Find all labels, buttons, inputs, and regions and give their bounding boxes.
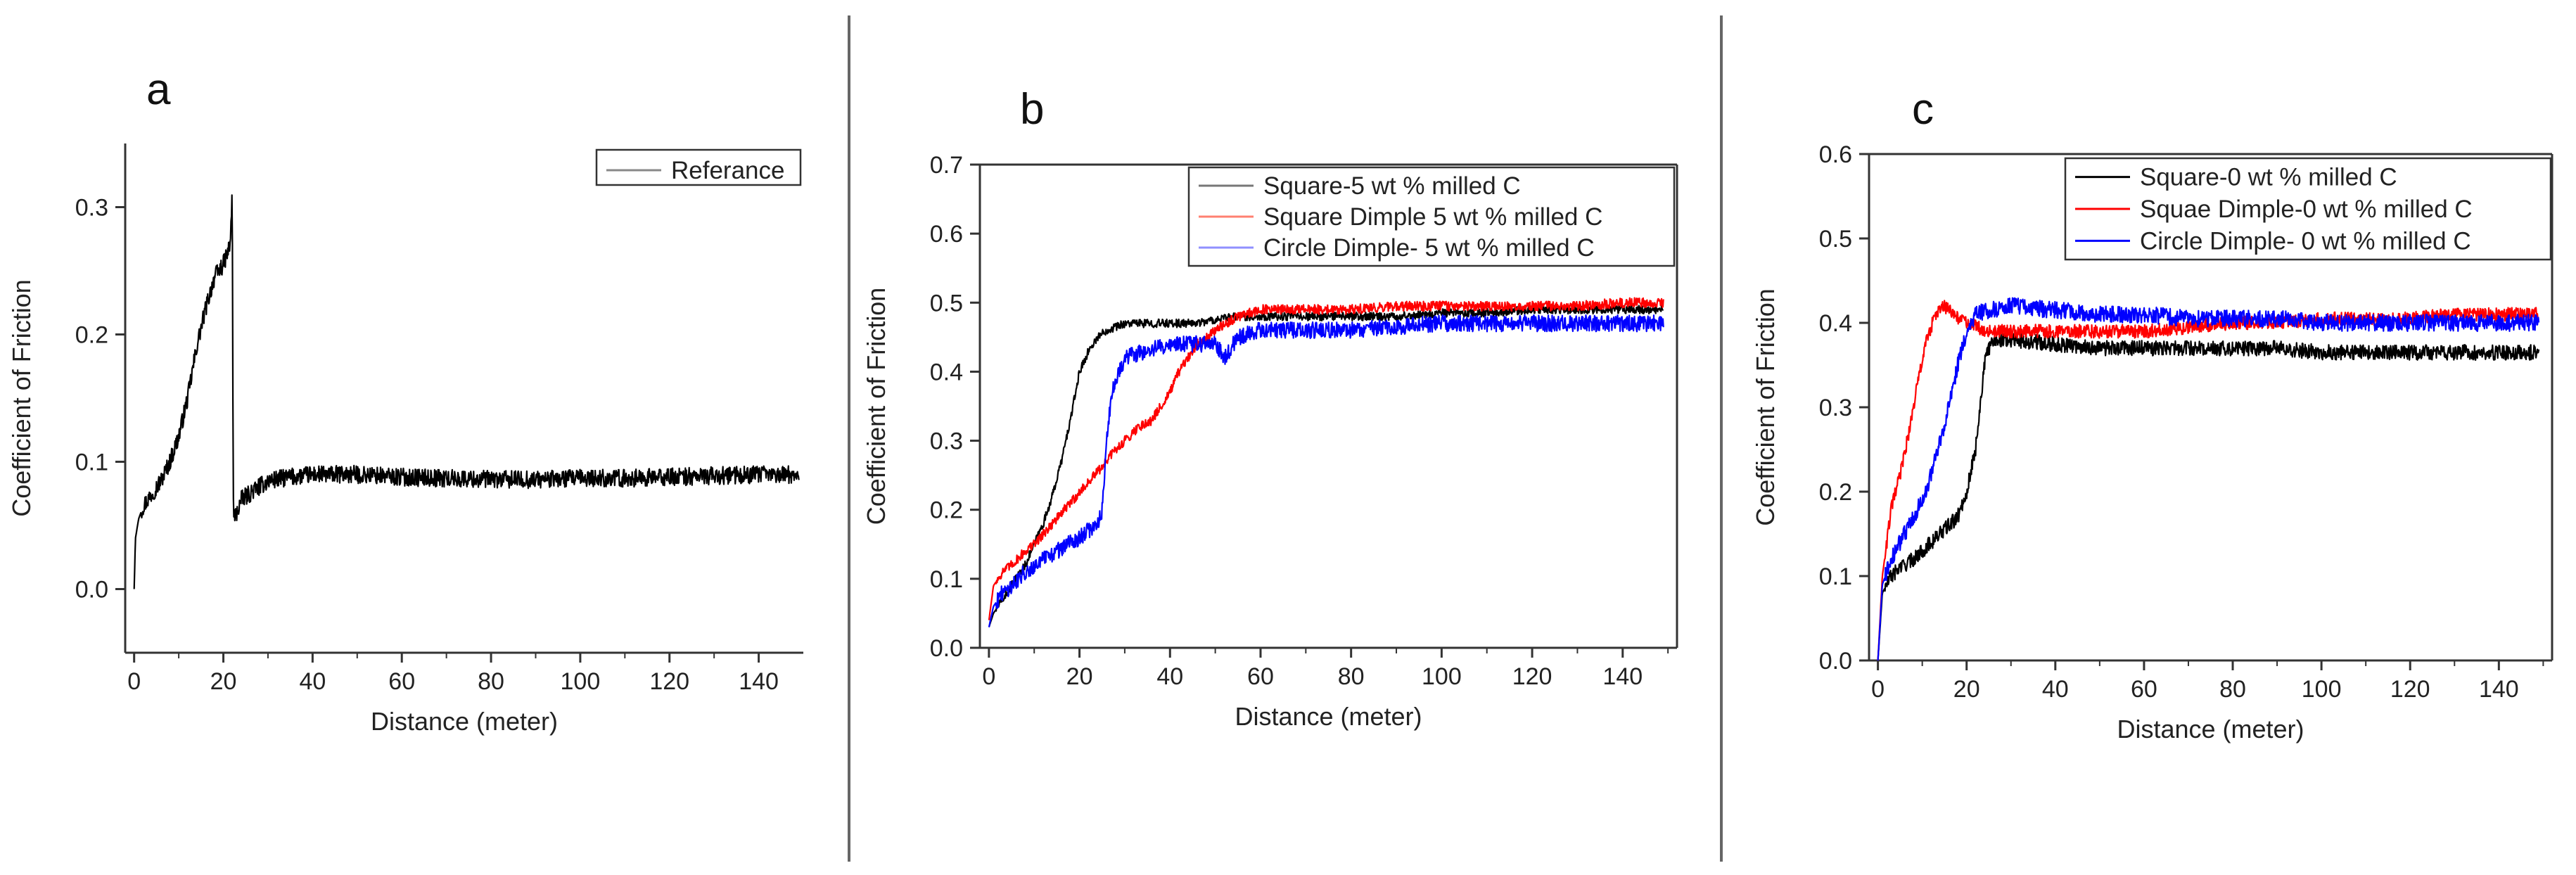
x-tick-label: 40	[299, 668, 326, 695]
y-tick-label: 0.6	[1819, 141, 1852, 168]
x-tick-label: 120	[1512, 663, 1552, 690]
x-tick-label: 140	[739, 668, 779, 695]
panel-label-b: b	[1020, 85, 1044, 134]
legend-label: Square-0 wt % milled C	[2140, 164, 2397, 191]
x-tick-label: 120	[649, 668, 689, 695]
x-tick-label: 100	[561, 668, 601, 695]
legend-label: Referance	[671, 157, 784, 184]
x-tick-label: 40	[2042, 676, 2069, 703]
y-tick-label: 0.4	[930, 359, 963, 385]
y-tick-label: 0.2	[930, 497, 963, 524]
x-tick-label: 0	[1871, 676, 1885, 703]
legend-box	[2064, 157, 2552, 261]
y-tick-label: 0.3	[1819, 395, 1852, 421]
x-tick-label: 60	[1247, 663, 1274, 690]
series-line-c-3	[1877, 297, 2540, 661]
series-line-a-1	[133, 194, 800, 589]
x-tick-label: 20	[210, 668, 237, 695]
x-tick-label: 60	[388, 668, 415, 695]
x-tick-label: 60	[2131, 676, 2157, 703]
x-tick-label: 40	[1156, 663, 1183, 690]
y-tick-label: 0.4	[1819, 310, 1852, 337]
y-tick-label: 0.5	[1819, 226, 1852, 253]
legend-label: Square-5 wt % milled C	[1263, 172, 1521, 200]
x-axis-title: Distance (meter)	[2117, 715, 2304, 743]
x-tick-label: 80	[2219, 676, 2246, 703]
chart-panel-c: 0 20 40 60 80 100 120 140 0.0 0.1 0.2 0.3 0.4 0.5 0.6 D…	[1751, 141, 2553, 743]
y-tick-label: 0.2	[75, 322, 108, 349]
y-tick-label: 0.7	[930, 152, 963, 179]
y-tick-label: 0.3	[75, 195, 108, 222]
y-tick-label: 0.1	[1819, 563, 1852, 590]
legend-box	[1187, 166, 1676, 267]
x-tick-label: 100	[2302, 676, 2342, 703]
x-tick-label: 0	[982, 663, 995, 690]
x-tick-label: 80	[1338, 663, 1365, 690]
y-tick-label: 0.2	[1819, 479, 1852, 506]
y-tick-label: 0.0	[930, 635, 963, 662]
x-tick-label: 100	[1422, 663, 1462, 690]
chart-panel-a: 0 20 40 60 80 100 120 140 0.0 0.1 0.2 0.3 Distance (…	[7, 143, 803, 736]
series-line-b-2	[988, 297, 1664, 620]
panel-label-c: c	[1912, 85, 1934, 134]
x-axis-title: Distance (meter)	[371, 707, 558, 736]
series-line-b-3	[988, 314, 1664, 627]
y-axis-title: Coefficient of Friction	[1751, 288, 1780, 525]
y-tick-label: 0.1	[75, 449, 108, 476]
x-tick-label: 0	[127, 668, 141, 695]
x-tick-label: 80	[478, 668, 504, 695]
x-tick-label: 120	[2390, 676, 2430, 703]
legend-label: Square Dimple 5 wt % milled C	[1263, 203, 1602, 231]
y-tick-label: 0.3	[930, 428, 963, 455]
legend-label: Circle Dimple- 0 wt % milled C	[2140, 227, 2471, 255]
legend-box	[595, 148, 802, 186]
x-tick-label: 140	[2479, 676, 2519, 703]
y-tick-label: 0.0	[75, 577, 108, 603]
y-axis-title: Coefficient of Friction	[862, 288, 891, 525]
y-tick-label: 0.5	[930, 290, 963, 317]
series-line-c-2	[1877, 300, 2540, 661]
legend-label: Circle Dimple- 5 wt % milled C	[1263, 234, 1595, 262]
x-axis-title: Distance (meter)	[1235, 702, 1422, 731]
legend-label: Squae Dimple-0 wt % milled C	[2140, 196, 2473, 223]
x-tick-label: 140	[1602, 663, 1643, 690]
y-tick-label: 0.1	[930, 566, 963, 593]
x-tick-label: 20	[1066, 663, 1093, 690]
chart-panel-b: 0 20 40 60 80 100 120 140 0.0 0.1 0.2 0.3 0.4 0.5 0.6 0…	[862, 152, 1678, 731]
y-tick-label: 0.0	[1819, 648, 1852, 675]
y-axis-title: Coefficient of Friction	[7, 279, 36, 516]
series-line-c-1	[1877, 331, 2540, 661]
x-tick-label: 20	[1953, 676, 1980, 703]
panel-label-a: a	[146, 65, 171, 114]
y-tick-label: 0.6	[930, 221, 963, 248]
